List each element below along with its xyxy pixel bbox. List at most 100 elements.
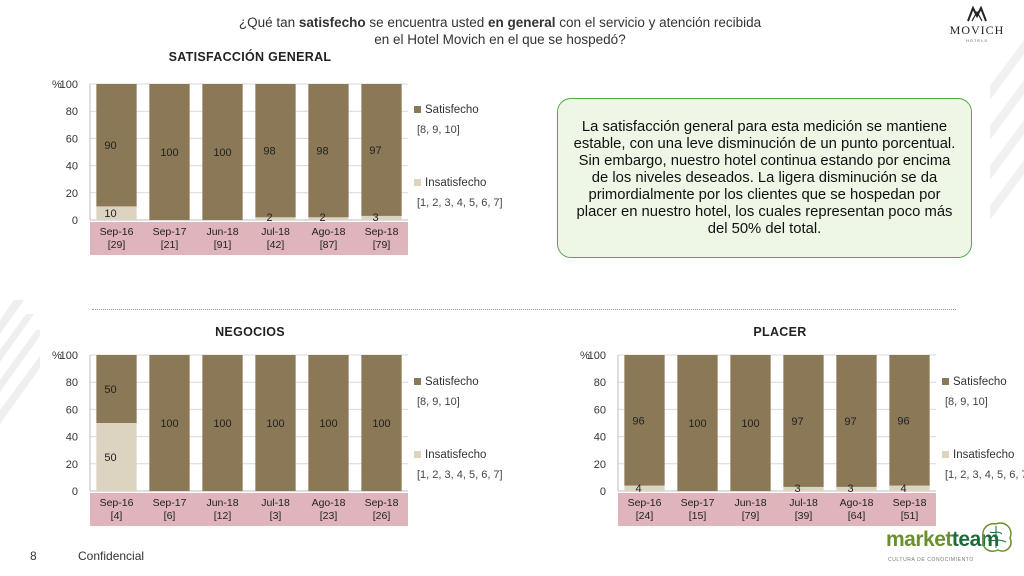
bar-satisfecho <box>96 84 137 207</box>
x-tick-label: Sep-16 <box>100 226 134 238</box>
movich-logo: MOVICH HOTELS <box>940 6 1014 46</box>
bar-satisfecho <box>889 355 930 486</box>
data-label-satisfecho: 98 <box>263 146 275 158</box>
x-tick-label: Sep-17 <box>681 497 715 509</box>
data-label-satisfecho: 96 <box>632 415 644 427</box>
legend-scale: [8, 9, 10] <box>945 396 988 408</box>
legend-scale: [1, 2, 3, 4, 5, 6, 7] <box>417 469 503 481</box>
sample-base-label: [51] <box>901 510 919 522</box>
bar-satisfecho <box>308 84 349 218</box>
bar-insatisfecho <box>836 486 877 491</box>
chart-satisfaccion-general: 0 20 40 60 80 100% 90 10 Sep-16 [29] 100 Sep-17 [21]… <box>40 74 420 264</box>
x-tick-label: Jul-18 <box>261 226 290 238</box>
y-tick-label: 0 <box>72 486 78 498</box>
y-tick-label: 80 <box>66 377 78 389</box>
data-label-insatisfecho: 3 <box>847 483 853 495</box>
x-tick-label: Jun-18 <box>206 226 238 238</box>
data-label-satisfecho: 97 <box>791 416 803 428</box>
chart-title-negocios: NEGOCIOS <box>215 325 285 339</box>
bar-satisfecho <box>308 355 349 491</box>
y-axis-label: % <box>52 79 62 91</box>
chart-negocios: 0 20 40 60 80 100% 50 50 Sep-16 [4] 100 Sep-17 [6] 10… <box>40 345 420 535</box>
y-tick-label: 20 <box>66 188 78 200</box>
sample-base-label: [23] <box>320 510 338 522</box>
y-tick-label: 0 <box>72 215 78 227</box>
data-label-satisfecho: 90 <box>104 140 116 152</box>
legend-item-insatisfecho: Insatisfecho <box>414 177 486 189</box>
bar-satisfecho <box>255 84 296 218</box>
marketteam-logo: marketteam CULTURA DE CONOCIMIENTO <box>880 520 1020 572</box>
data-label-insatisfecho: 2 <box>319 212 325 224</box>
bar-satisfecho <box>361 84 402 216</box>
x-tick-label: Ago-18 <box>840 497 874 509</box>
decorative-stripes-left <box>0 300 40 424</box>
legend-item-satisfecho: Satisfecho <box>414 376 479 388</box>
page-number: 8 <box>30 549 37 563</box>
bar-insatisfecho <box>96 206 137 220</box>
data-label-satisfecho: 100 <box>266 418 284 430</box>
legend-placer: Satisfecho [8, 9, 10] Insatisfecho [1, 2, 3… <box>942 376 1024 486</box>
data-label-insatisfecho: 3 <box>372 212 378 224</box>
y-tick-label: 40 <box>594 432 606 444</box>
legend-label: Satisfecho <box>425 104 479 116</box>
chart-title-placer: PLACER <box>753 325 807 339</box>
bar-insatisfecho <box>96 423 137 491</box>
legend-label: Insatisfecho <box>425 177 487 189</box>
legend-scale: [8, 9, 10] <box>417 124 460 136</box>
x-tick-label: Ago-18 <box>312 226 346 238</box>
sample-base-label: [42] <box>267 239 285 251</box>
legend-swatch <box>414 378 421 386</box>
section-divider <box>92 309 956 310</box>
x-tick-label: Sep-17 <box>153 497 187 509</box>
chart-title-satisfaccion-general: SATISFACCIÓN GENERAL <box>168 50 332 64</box>
legend-scale: [8, 9, 10] <box>417 396 460 408</box>
legend-satisfaccion-general: Satisfecho [8, 9, 10] Insatisfecho [1, 2, 3… <box>414 104 524 214</box>
bar-satisfecho <box>730 355 771 491</box>
survey-question: ¿Qué tan satisfecho se encuentra usted e… <box>238 15 762 47</box>
category-band <box>90 493 408 526</box>
bar-satisfecho <box>836 355 877 487</box>
data-label-satisfecho: 100 <box>213 418 231 430</box>
legend-label: Satisfecho <box>953 376 1007 388</box>
bar-satisfecho <box>677 355 718 491</box>
legend-scale: [1, 2, 3, 4, 5, 6, 7] <box>417 197 503 209</box>
sample-base-label: [15] <box>689 510 707 522</box>
legend-label: Insatisfecho <box>425 449 487 461</box>
sample-base-label: [64] <box>848 510 866 522</box>
data-label-satisfecho: 50 <box>104 384 116 396</box>
y-tick-label: 20 <box>66 459 78 471</box>
chart-placer: 0 20 40 60 80 100% 96 4 Sep-16 [24] 100 Sep-17 [15] 1… <box>568 345 948 535</box>
x-tick-label: Jun-18 <box>206 497 238 509</box>
category-band <box>90 222 408 255</box>
y-tick-label: 100 <box>60 350 78 362</box>
chart-svg-placer: 0 20 40 60 80 100% 96 4 Sep-16[24] 100 Sep-17[15] 1… <box>580 350 936 526</box>
y-tick-label: 100 <box>60 79 78 91</box>
data-label-insatisfecho: 2 <box>266 212 272 224</box>
legend-swatch <box>414 451 421 459</box>
legend-label: Satisfecho <box>425 376 479 388</box>
sample-base-label: [29] <box>108 239 126 251</box>
bar-satisfecho <box>149 84 190 220</box>
x-tick-label: Sep-18 <box>365 497 399 509</box>
chart-svg-negocios: 0 20 40 60 80 100% 50 50 Sep-16[4] 100 Sep-17[6] 10… <box>52 350 408 526</box>
sample-base-label: [79] <box>373 239 391 251</box>
x-tick-label: Sep-18 <box>893 497 927 509</box>
movich-m-icon <box>967 6 987 22</box>
x-tick-label: Jul-18 <box>261 497 290 509</box>
chart-svg-satisfaccion-general: 0 20 40 60 80 100% 90 10 Sep-16[29] 100 Sep-17[21]… <box>52 79 408 255</box>
legend-swatch <box>942 378 949 386</box>
brain-icon <box>982 522 1012 552</box>
sample-base-label: [91] <box>214 239 232 251</box>
sample-base-label: [39] <box>795 510 813 522</box>
y-tick-label: 40 <box>66 432 78 444</box>
bar-satisfecho <box>149 355 190 491</box>
y-tick-label: 60 <box>66 404 78 416</box>
x-tick-label: Sep-17 <box>153 226 187 238</box>
sample-base-label: [26] <box>373 510 391 522</box>
legend-scale: [1, 2, 3, 4, 5, 6, 7] <box>945 469 1024 481</box>
x-tick-label: Jul-18 <box>789 497 818 509</box>
y-tick-label: 60 <box>594 404 606 416</box>
bar-insatisfecho <box>783 486 824 491</box>
bar-insatisfecho <box>361 215 402 220</box>
legend-label: Insatisfecho <box>953 449 1015 461</box>
